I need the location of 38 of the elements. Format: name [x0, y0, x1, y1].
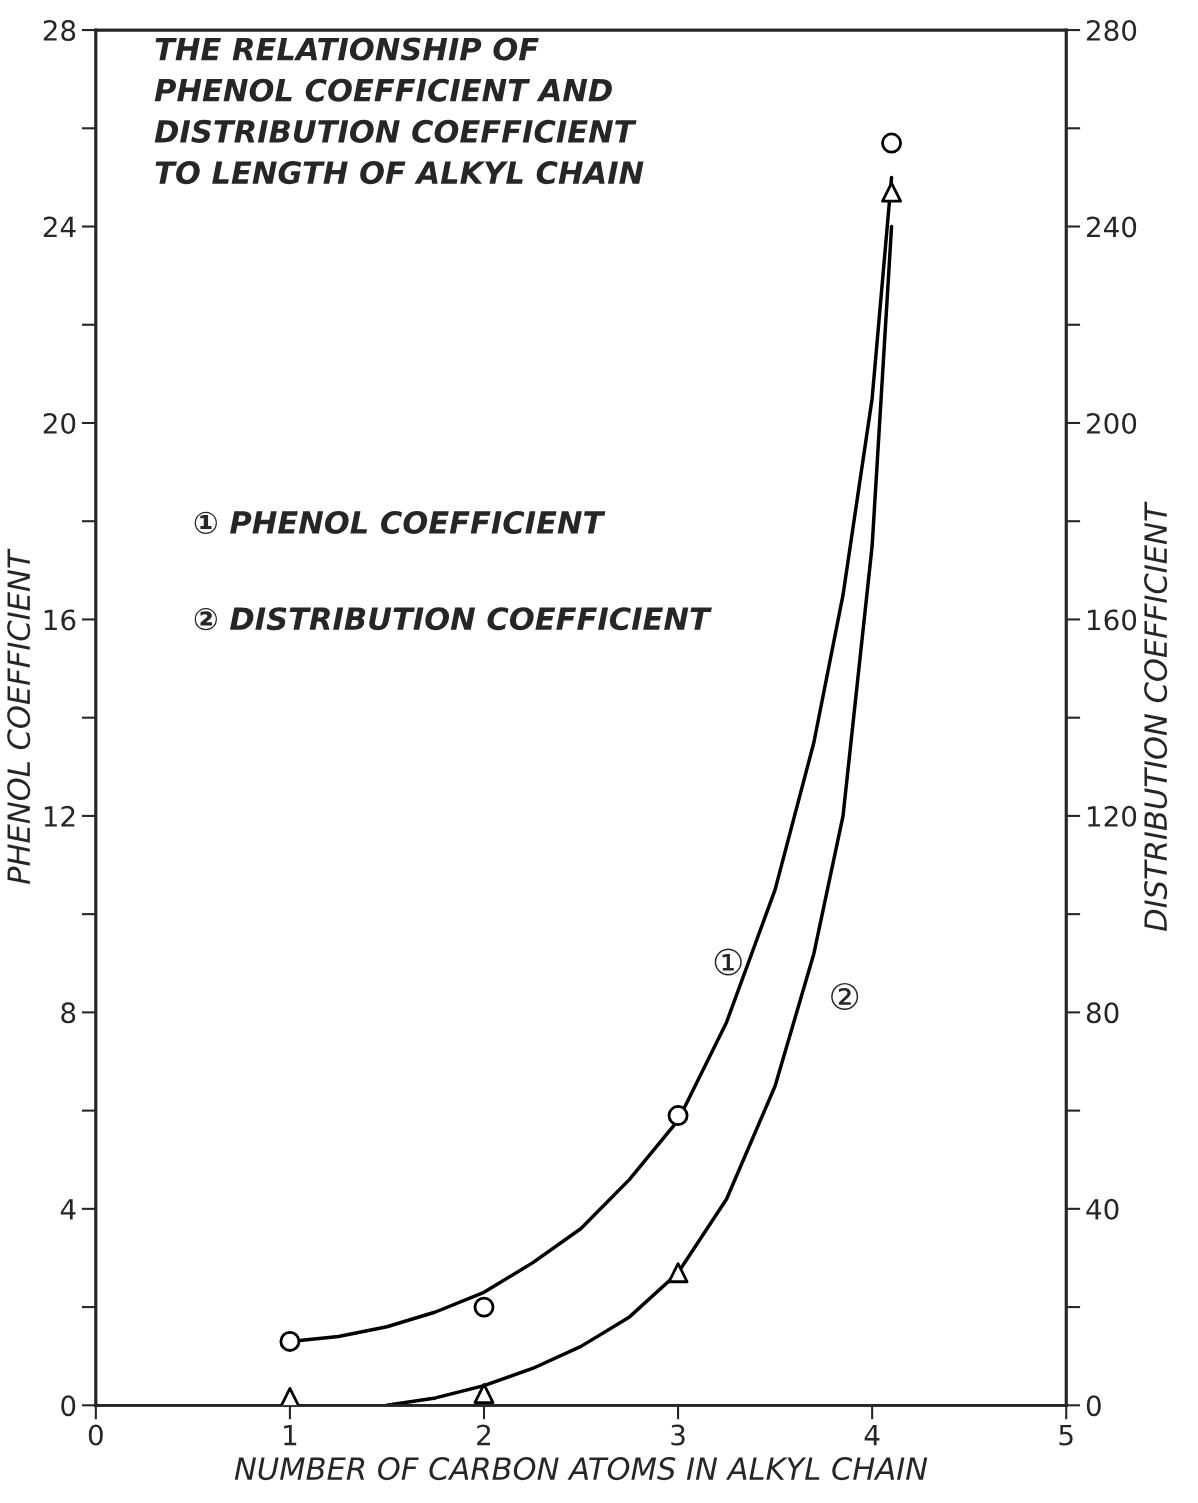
point	[279, 1331, 301, 1352]
y-tick-label: 4	[60, 1199, 76, 1220]
x-tick-label: 3	[671, 1424, 685, 1446]
y-tick-label: 28	[43, 20, 76, 42]
y-axis-title: PHENOL COEFFICIENT	[7, 548, 31, 885]
point	[667, 1105, 689, 1126]
point	[881, 132, 902, 154]
y2-tick-label: 160	[1088, 609, 1137, 631]
annotation: ①	[714, 948, 742, 976]
y2-tick-label: 240	[1087, 216, 1137, 238]
point	[473, 1296, 495, 1318]
x-tick-label: 1	[284, 1424, 297, 1446]
y2-tick-label: 80	[1086, 1002, 1119, 1024]
y-tick-label: 12	[44, 805, 75, 827]
x-tick-label: 4	[864, 1424, 880, 1446]
annotation: ②	[831, 982, 859, 1010]
x-axis-title: NUMBER OF CARBON ATOMS IN ALKYL CHAIN	[234, 1457, 928, 1481]
text: THE RELATIONSHIP OF PHENOL COEFFICIENT AND DISTRIBUTION COEFFICIENT TO LENGTH OF ALKYL CHAIN	[154, 37, 644, 185]
y2-tick-label: 0	[1086, 1395, 1101, 1417]
x-tick-label: 0	[88, 1424, 103, 1446]
point	[667, 1262, 689, 1284]
y-tick-label: 16	[44, 609, 76, 631]
annotation: ① PHENOL COEFFICIENT	[194, 510, 606, 535]
y2-tick-label: 280	[1087, 20, 1137, 42]
y2-tick-label: 200	[1087, 412, 1137, 434]
point	[881, 181, 902, 203]
y-tick-label: 0	[61, 1395, 76, 1417]
y2-tick-label: 40	[1086, 1198, 1119, 1220]
y-tick-label: 24	[43, 216, 76, 238]
x-tick-label: 5	[1059, 1424, 1073, 1446]
y-tick-label: 20	[43, 412, 76, 434]
point	[279, 1387, 301, 1406]
y2-axis-title: DISTRIBUTION COEFFICIENT	[1144, 501, 1168, 932]
point	[473, 1383, 495, 1404]
annotation: ② DISTRIBUTION COEFFICIENT	[194, 607, 712, 631]
x-tick-label: 2	[477, 1424, 491, 1446]
y-tick-label: 8	[61, 1002, 76, 1024]
y2-tick-label: 120	[1088, 805, 1137, 827]
